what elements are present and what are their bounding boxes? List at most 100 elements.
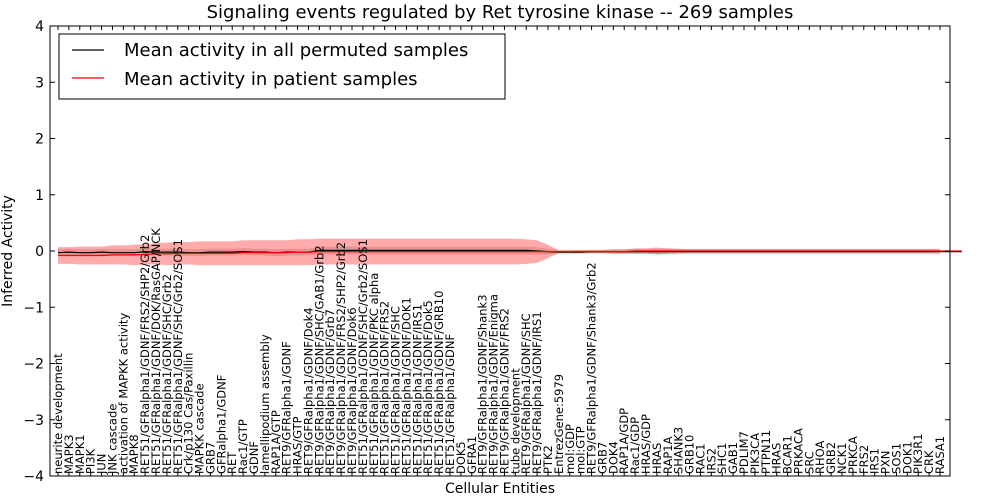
x-tick-label: lamellipodium assembly bbox=[258, 334, 272, 474]
x-tick-label: CRK bbox=[922, 450, 936, 474]
x-tick-label: RET51/GFRalpha1/GDNF/SHC bbox=[389, 306, 403, 474]
x-tick-label: RASA1 bbox=[933, 436, 947, 474]
x-tick-label: RET bbox=[225, 451, 239, 474]
x-tick-label: PIK3R1 bbox=[911, 433, 925, 474]
x-tick-label: RET9/GFRalpha1/GDNF/Dok6 bbox=[345, 307, 359, 474]
x-tick-label: PTK2 bbox=[541, 445, 555, 474]
x-tick-label: mol:GDP bbox=[563, 424, 577, 474]
y-tick-label: 2 bbox=[35, 132, 44, 148]
x-tick-label: PDLIM7 bbox=[737, 431, 751, 474]
x-tick-label: HRAS bbox=[650, 443, 664, 474]
x-tick-label: RET9/GFRalpha1/GDNF/SHC bbox=[519, 313, 533, 474]
y-tick-label: −4 bbox=[23, 469, 44, 485]
x-tick-label: RET51/GFRalpha1/GDNF/Dok5 bbox=[421, 300, 435, 474]
x-tick-label: GRB7 bbox=[203, 442, 217, 474]
x-tick-label: PTPN11 bbox=[759, 430, 773, 474]
y-tick-label: 1 bbox=[35, 188, 44, 204]
x-tick-label: RET9/GFRalpha1/GDNF/FRS2 bbox=[497, 308, 511, 474]
x-tick-label: RET51/GFRalpha1/GDNF/DOK/RasGAP/NCK bbox=[149, 228, 163, 474]
series-line-patient bbox=[58, 250, 962, 257]
x-tick-label: MAPKK cascade bbox=[193, 383, 207, 474]
x-tick-label: PXN bbox=[879, 451, 893, 474]
x-tick-label: RET9/GFRalpha1/GDNF/IRS1 bbox=[530, 311, 544, 474]
x-tick-label: PIK3CA bbox=[748, 433, 762, 474]
x-tick-label: activation of MAPKK activity bbox=[116, 313, 130, 474]
x-tick-label: JNK cascade bbox=[105, 404, 119, 475]
x-tick-label: RHOA bbox=[813, 440, 827, 473]
x-tick-label: RAP1A/GTP bbox=[269, 410, 283, 474]
legend-label-patient: Mean activity in patient samples bbox=[124, 69, 418, 90]
x-tick-label: RET9/GFRalpha1/GDNF bbox=[280, 341, 294, 474]
x-tick-label: Rac1/GTP bbox=[236, 419, 250, 474]
x-tick-label: GRB10 bbox=[683, 435, 697, 474]
y-tick-label: 0 bbox=[35, 244, 44, 260]
x-tick-label: RET51/GFRalpha1/GDNF/SHC/Grb2/SOS1 bbox=[356, 239, 370, 474]
x-tick-label: PI3K bbox=[84, 448, 98, 474]
x-tick-label: MAPK8 bbox=[127, 434, 141, 474]
x-tick-label: SHC1 bbox=[715, 443, 729, 474]
x-tick-label: DOK5 bbox=[454, 441, 468, 474]
x-tick-label: RET9/GFRalpha1/GDNF/Shank3/Grb2 bbox=[585, 262, 599, 474]
x-tick-label: NCK1 bbox=[835, 443, 849, 475]
x-tick-label: IRS1 bbox=[868, 448, 882, 474]
x-tick-label: RET51/GFRalpha1/GDNF/DOK1 bbox=[399, 297, 413, 474]
x-tick-label: PRKACA bbox=[791, 428, 805, 474]
x-axis-title: Cellular Entities bbox=[445, 481, 555, 497]
y-axis-title: Inferred Activity bbox=[0, 195, 16, 307]
x-tick-label: RET51/GFRalpha1/GDNF/GRB10 bbox=[432, 291, 446, 474]
x-tick-label: IRS2 bbox=[704, 448, 718, 474]
x-tick-label: RAP1A/GDP bbox=[617, 408, 631, 474]
x-tick-label: GFRA1 bbox=[465, 436, 479, 474]
x-tick-label: GAB1 bbox=[726, 442, 740, 474]
x-tick-label: Rac1/GDP bbox=[628, 417, 642, 474]
x-tick-label: HRAS bbox=[770, 443, 784, 474]
legend: Mean activity in all permuted samples Me… bbox=[58, 33, 506, 100]
x-tick-label: RET9/GFRalpha1/GDNF/Grb7 bbox=[323, 309, 337, 474]
x-tick-label: HRAS/GTP bbox=[291, 416, 305, 474]
x-tick-label: RET51/GFRalpha1/GDNF/FRS2/SHP2/Grb2 bbox=[138, 235, 152, 474]
x-tick-label: mol:GTP bbox=[574, 426, 588, 474]
x-tick-label: RET9/GFRalpha1/GDNF/SHC/GAB1/Grb2 bbox=[312, 245, 326, 474]
x-tick-label: GRB7 bbox=[595, 442, 609, 474]
x-tick-label: GRB2 bbox=[824, 442, 838, 474]
x-axis: neurite developmentMAPK3MAPK1PI3KJUNJNK … bbox=[51, 26, 947, 476]
x-tick-label: GDNF bbox=[247, 441, 261, 474]
y-tick-label: −3 bbox=[23, 413, 44, 429]
y-tick-label: 3 bbox=[35, 75, 44, 91]
x-tick-label: RET51/GFRalpha1/GDNF/FRS2 bbox=[378, 301, 392, 474]
line-layer bbox=[57, 249, 962, 257]
x-tick-label: SHANK3 bbox=[672, 427, 686, 474]
x-tick-label: neurite development bbox=[51, 353, 65, 474]
x-tick-label: GFRalpha1/GDNF bbox=[214, 375, 228, 474]
legend-label-permuted: Mean activity in all permuted samples bbox=[124, 40, 468, 61]
y-tick-label: 4 bbox=[35, 19, 44, 35]
x-tick-label: DOK4 bbox=[606, 441, 620, 474]
x-tick-label: RET51/GFRalpha1/GDNF/SHC/Grb2/SOS1 bbox=[171, 239, 185, 474]
x-tick-label: RET9/GFRalpha1/GDNF/Shank3 bbox=[476, 294, 490, 474]
x-tick-label: RET51/GFRalpha1/GDNF bbox=[443, 334, 457, 474]
x-tick-label: HRAS/GDP bbox=[639, 414, 653, 474]
x-tick-label: SOS1 bbox=[889, 443, 903, 474]
y-tick-label: −2 bbox=[23, 357, 44, 373]
x-tick-label: MAPK1 bbox=[73, 434, 87, 474]
chart-title: Signaling events regulated by Ret tyrosi… bbox=[207, 2, 794, 23]
x-tick-label: RET51/GFRalpha1/GDNF/PKC alpha bbox=[367, 273, 381, 474]
x-tick-label: RET9/GFRalpha1/GDNF/FRS2/SHP2/Grb2 bbox=[334, 242, 348, 474]
legend-box bbox=[58, 33, 506, 100]
x-tick-label: RET51/GFRalpha1/GDNF/IRS1 bbox=[410, 304, 424, 474]
x-tick-label: EntrezGene:5979 bbox=[552, 374, 566, 474]
x-tick-label: RET9/GFRalpha1/GDNF/Enigma bbox=[487, 294, 501, 474]
x-tick-label: RAC1 bbox=[693, 443, 707, 474]
y-axis: −4 −3 −2 −1 0 1 2 3 4 bbox=[23, 19, 950, 485]
plot-frame bbox=[49, 25, 951, 477]
x-tick-label: FRS2 bbox=[857, 445, 871, 474]
x-tick-label: RAP1A bbox=[661, 436, 675, 474]
x-tick-label: RET51/GFRalpha1/GDNF/SHC/Grb2 bbox=[160, 274, 174, 474]
x-tick-label: BCAR1 bbox=[781, 435, 795, 474]
x-tick-label: PRKCA bbox=[846, 436, 860, 474]
x-tick-label: JUN bbox=[95, 454, 109, 475]
y-tick-label: −1 bbox=[23, 300, 44, 316]
x-tick-label: RET9/GFRalpha1/GDNF/Dok4 bbox=[301, 307, 315, 474]
x-tick-label: MAPK3 bbox=[62, 434, 76, 474]
